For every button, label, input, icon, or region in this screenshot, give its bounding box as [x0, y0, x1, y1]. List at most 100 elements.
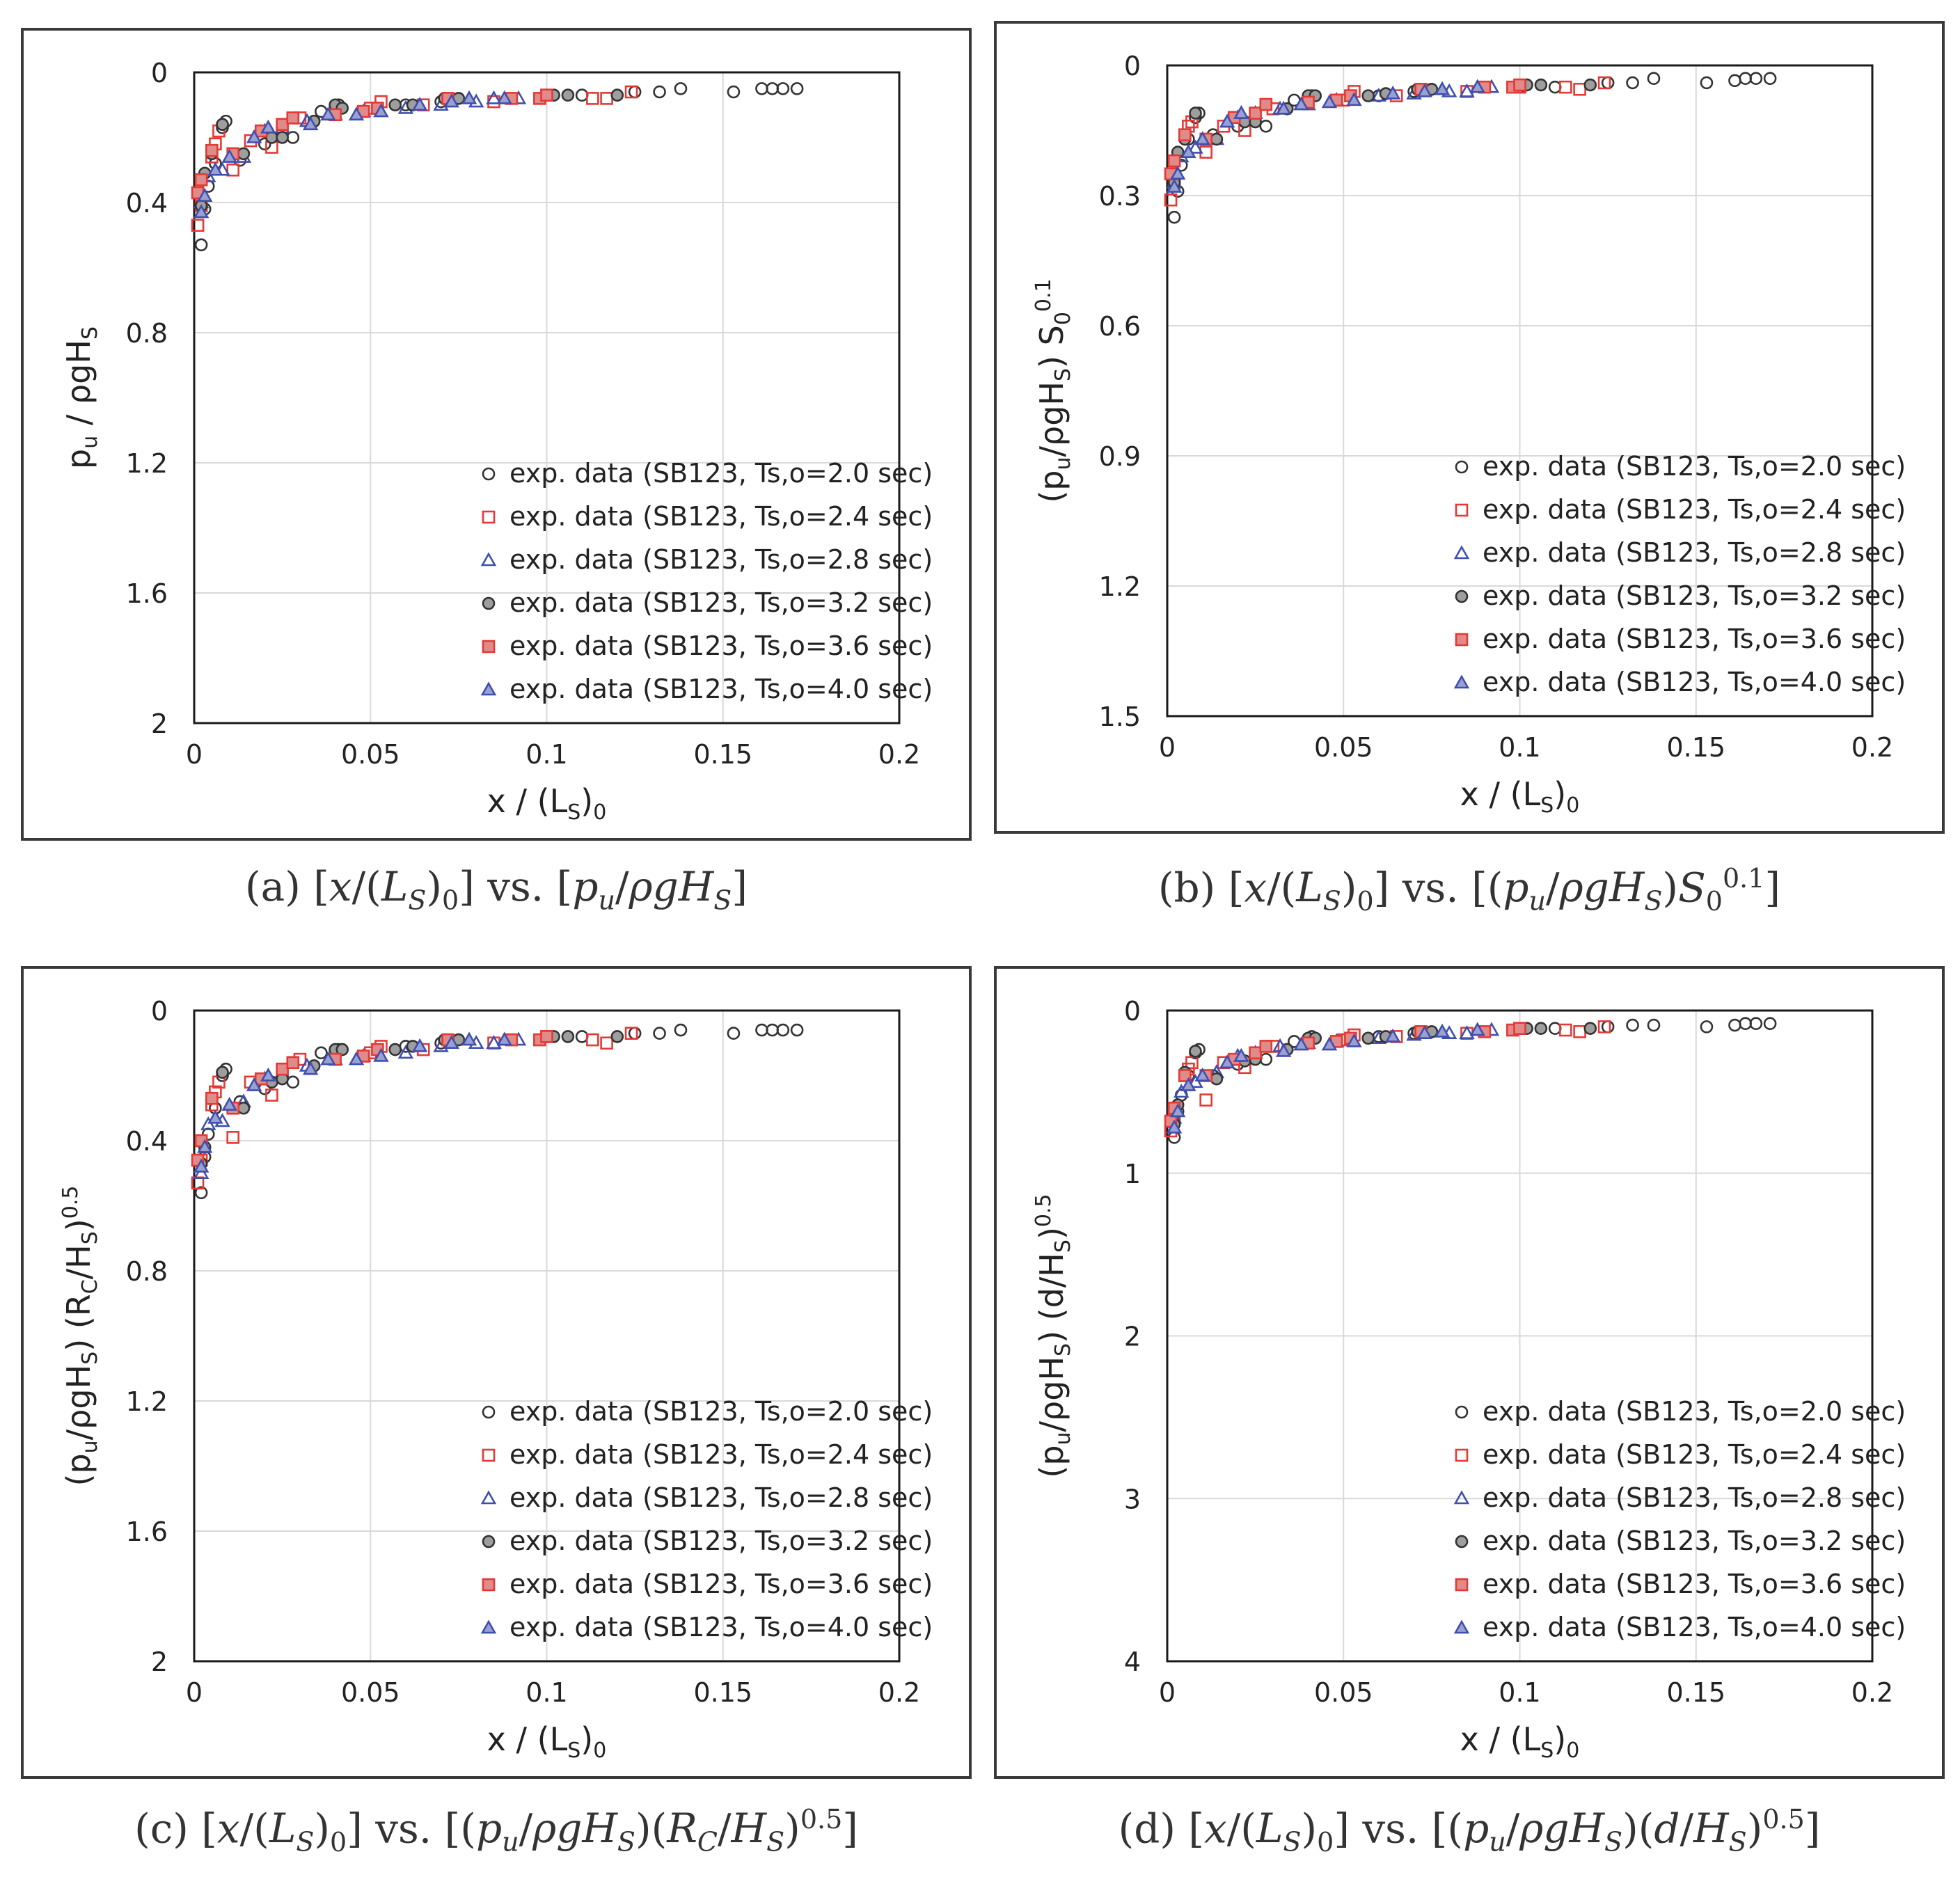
data-point	[320, 1051, 336, 1066]
legend: exp. data (SB123, Ts,o=2.0 sec) exp. data…	[1453, 451, 1906, 697]
data-point	[1178, 1069, 1192, 1082]
data-point	[193, 1165, 210, 1180]
data-point	[1459, 83, 1475, 97]
data-point	[1469, 79, 1485, 93]
legend-entry-label: exp. data (SB123, Ts,o=3.2 sec)	[1483, 580, 1906, 611]
data-point	[790, 1023, 804, 1037]
data-point	[193, 204, 210, 219]
data-point	[461, 90, 477, 104]
data-point	[411, 97, 428, 111]
x-axis-title: x / (LS)0	[487, 782, 607, 825]
x-tick-label: 0.2	[1851, 1677, 1893, 1708]
data-point	[302, 1061, 319, 1075]
x-tick-label: 0.2	[1851, 732, 1893, 763]
x-tick-label: 0	[1159, 732, 1176, 763]
data-point	[1728, 1018, 1741, 1032]
data-point	[1275, 1043, 1292, 1057]
y-tick-label: 2	[151, 708, 168, 739]
x-tick-label: 0	[186, 1677, 203, 1708]
data-point	[1293, 96, 1309, 111]
data-point	[1293, 1036, 1309, 1051]
data-point	[540, 88, 553, 102]
chart-svg-b: 0 0.05 0.1 0.15 0.2 0 0.3 0.6 0.9 1.2 1.5 exp. data…	[1032, 51, 1906, 818]
chart-panel-b: 0 0.05 0.1 0.15 0.2 0 0.3 0.6 0.9 1.2 1.5 exp. data…	[994, 21, 1945, 834]
legend-entry-label: exp. data (SB123, Ts,o=3.2 sec)	[509, 587, 933, 618]
data-point	[1167, 1131, 1181, 1144]
y-tick-label: 0.3	[1099, 181, 1141, 212]
data-point	[221, 1096, 237, 1111]
data-point	[628, 1027, 642, 1040]
data-point	[1259, 1040, 1273, 1053]
legend-marker	[480, 1490, 497, 1505]
y-tick-label: 1	[1124, 1159, 1141, 1189]
data-point	[1601, 76, 1615, 90]
x-tick-label: 0.15	[693, 739, 752, 770]
caption-c: (c) [x/(LS)0] vs. [(pu/ρgHS)(RC/HS)0.5]	[134, 1804, 858, 1858]
chart-panel-c: 0 0.05 0.1 0.15 0.2 0 0.4 0.8 1.2 1.6 2 exp. data (…	[21, 966, 972, 1779]
data-point	[1416, 1025, 1432, 1040]
x-tick-label: 0.15	[1666, 732, 1725, 763]
x-tick-label: 0.1	[525, 1677, 567, 1708]
legend-entry-label: exp. data (SB123, Ts,o=2.0 sec)	[509, 1396, 933, 1427]
series-1	[194, 1023, 804, 1200]
data-point	[286, 1075, 300, 1089]
legend-entry-label: exp. data (SB123, Ts,o=3.6 sec)	[1483, 624, 1906, 654]
series-1	[194, 82, 804, 252]
data-point	[196, 187, 213, 202]
legend: exp. data (SB123, Ts,o=2.0 sec) exp. data…	[1453, 1396, 1906, 1642]
x-tick-label: 0.05	[1314, 732, 1373, 763]
legend-marker	[1455, 460, 1469, 474]
data-point	[610, 1030, 624, 1043]
x-tick-label: 0	[186, 739, 203, 770]
data-point	[1180, 144, 1196, 158]
y-tick-label: 3	[1124, 1484, 1141, 1514]
x-axis-title: x / (LS)0	[1460, 775, 1580, 818]
data-point	[411, 1038, 428, 1052]
plot-area-frame	[193, 1009, 901, 1663]
legend-marker	[1455, 1535, 1469, 1549]
y-tick-label: 1.6	[126, 578, 168, 609]
data-point	[1647, 1018, 1661, 1032]
data-point	[600, 92, 613, 105]
data-point	[1199, 1093, 1213, 1107]
data-point	[1749, 72, 1763, 85]
legend-marker	[482, 596, 496, 610]
y-tick-label: 0.9	[1099, 441, 1141, 472]
legend-marker	[1453, 545, 1470, 560]
x-axis-title: x / (LS)0	[1460, 1720, 1580, 1763]
x-tick-label: 0.2	[878, 1677, 920, 1708]
data-point	[1597, 1020, 1611, 1033]
y-tick-label: 0	[151, 58, 168, 88]
data-point	[1173, 1084, 1190, 1098]
data-point	[1416, 83, 1432, 97]
data-point	[276, 1062, 289, 1076]
legend-entry-label: exp. data (SB123, Ts,o=3.6 sec)	[509, 631, 933, 661]
caption-d: (d) [x/(LS)0] vs. [(pu/ρgHS)(d/HS)0.5]	[1118, 1804, 1821, 1858]
legend-marker	[1455, 503, 1469, 517]
caption-a: (a) [x/(LS)0] vs. [pu/ρgHS]	[245, 863, 748, 916]
legend-marker	[482, 1535, 496, 1549]
data-point	[216, 1066, 229, 1079]
data-point	[315, 1046, 328, 1060]
legend-entry-label: exp. data (SB123, Ts,o=2.8 sec)	[509, 1482, 933, 1513]
data-point	[486, 90, 502, 104]
y-axis-title: (pu/ρgHS) (d/HS)0.5	[1032, 1194, 1075, 1478]
y-tick-label: 1.2	[126, 448, 168, 479]
data-point	[1164, 193, 1178, 207]
x-axis-title: x / (LS)0	[487, 1720, 607, 1763]
data-point	[1513, 78, 1526, 92]
legend-entry-label: exp. data (SB123, Ts,o=2.0 sec)	[509, 458, 933, 489]
series-6	[1166, 79, 1485, 193]
data-point	[1763, 72, 1777, 85]
y-tick-label: 2	[1124, 1322, 1141, 1352]
data-point	[388, 1043, 402, 1056]
data-point	[1597, 76, 1611, 90]
legend-marker	[1455, 1405, 1469, 1419]
legend-entry-label: exp. data (SB123, Ts,o=2.4 sec)	[509, 1439, 933, 1470]
legend: exp. data (SB123, Ts,o=2.0 sec) exp. data…	[480, 1396, 933, 1642]
data-point	[335, 1043, 349, 1056]
data-point	[237, 1101, 251, 1115]
legend-marker	[482, 640, 496, 654]
data-point	[1167, 210, 1181, 224]
y-tick-label: 0.6	[1099, 311, 1141, 342]
